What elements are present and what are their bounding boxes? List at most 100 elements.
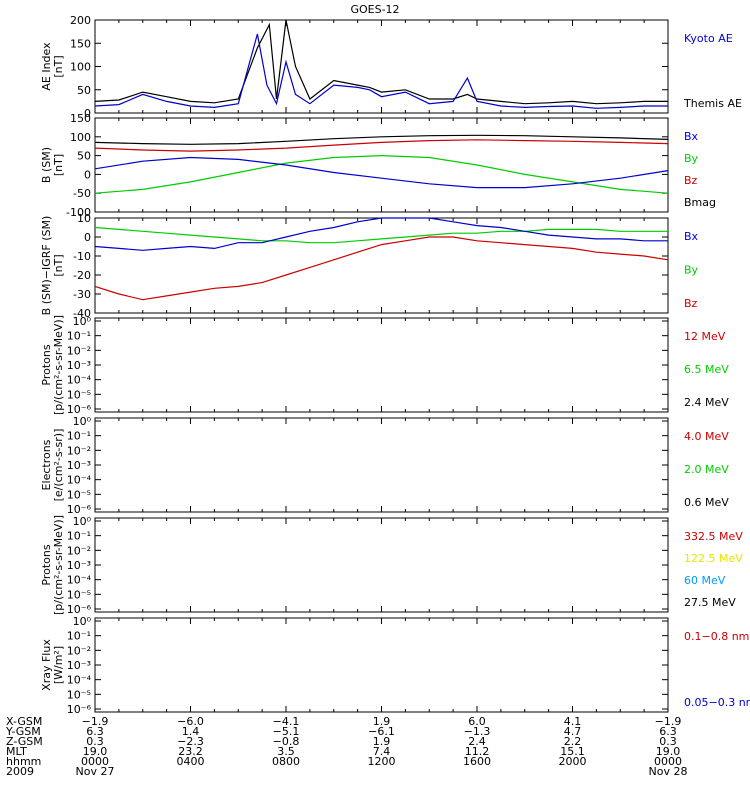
y-axis-label: Electrons (40, 439, 53, 490)
y-tick-label: 0 (84, 168, 91, 181)
y-axis-label: [nT] (52, 55, 65, 77)
legend-entry: 60 MeV (684, 574, 726, 587)
y-tick-label: 10⁻¹ (67, 530, 91, 543)
footer-value: −2.3 (177, 735, 204, 748)
legend-entry: Themis AE (683, 97, 742, 110)
footer-row-label: Z-GSM (6, 735, 43, 748)
footer-ephemeris: X-GSMY-GSMZ-GSMMLThhmm2009−1.96.30.319.0… (5, 715, 687, 778)
panel-protons2: 10⁰ 10⁻¹10⁻² 10⁻³ 10⁻⁴10⁻⁵ 10⁻⁶ Protons [p/(cm… (40, 515, 743, 616)
y-tick-label: 0 (84, 107, 91, 120)
footer-value: −6.1 (368, 725, 395, 738)
y-tick-label: 10⁻² (67, 544, 91, 557)
y-tick-label: 10⁻⁴ (67, 374, 92, 387)
legend-entry: 0.6 MeV (684, 496, 729, 509)
y-tick-label: 50 (77, 150, 91, 163)
panel-frame (94, 617, 669, 713)
footer-value: 11.2 (465, 745, 490, 758)
y-tick-label: -40 (73, 307, 91, 320)
footer-value: 0000 (654, 755, 682, 768)
y-axis-label: [nT] (52, 254, 65, 276)
footer-value: 1600 (463, 755, 491, 768)
y-axis-label: Xray Flux (40, 639, 53, 691)
footer-row-label: X-GSM (6, 715, 42, 728)
legend-entry: Bx (684, 130, 699, 143)
series-bz (94, 139, 669, 152)
legend-entry: 332.5 MeV (684, 530, 743, 543)
footer-value: 2.4 (468, 735, 486, 748)
y-axis-label: [nT] (52, 154, 65, 176)
footer-value: −1.9 (82, 715, 109, 728)
legend-entry: Bx (684, 230, 699, 243)
footer-value: 0.3 (86, 735, 104, 748)
panel-bsm: -100 -50 0 50 100 150 B (SM) [nT] Bx By Bz Bmag (40, 112, 716, 219)
panel-frame (94, 517, 669, 613)
footer-value: 0.3 (659, 735, 677, 748)
footer-value: −6.0 (177, 715, 204, 728)
footer-value: 6.3 (86, 725, 104, 738)
y-axis-label: [e/(cm²-s-sr)] (52, 429, 65, 502)
y-tick-label: 10⁻² (67, 644, 91, 657)
y-tick-label: 10⁻¹ (67, 330, 91, 343)
footer-row-label: hhmm (6, 755, 41, 768)
footer-value: 1.9 (373, 715, 391, 728)
legend-entry: Bz (684, 297, 698, 310)
footer-value: −0.8 (273, 735, 300, 748)
y-axis-label: AE Index (40, 42, 53, 91)
footer-value: 0800 (272, 755, 300, 768)
y-tick-label: -50 (73, 187, 91, 200)
footer-value: 1.4 (182, 725, 200, 738)
y-tick-label: 10⁻² (67, 344, 91, 357)
footer-row-label: MLT (6, 745, 27, 758)
footer-value: 19.0 (656, 745, 681, 758)
footer-row-label: Y-GSM (5, 725, 41, 738)
panel-xray: 10⁰ 10⁻¹10⁻² 10⁻³ 10⁻⁴10⁻⁵ 10⁻⁶ Xray Flux [W/m… (40, 615, 750, 716)
legend-entry: 2.0 MeV (684, 463, 729, 476)
y-axis-label: B (SM)−IGRF (SM) (40, 216, 53, 316)
y-tick-label: 10⁻¹ (67, 430, 91, 443)
footer-value: 3.5 (277, 745, 295, 758)
y-tick-label: -100 (66, 206, 91, 219)
y-axis-label: [W/m²] (52, 646, 65, 684)
y-tick-label: 10⁻³ (67, 459, 91, 472)
footer-value: −1.3 (464, 725, 491, 738)
y-tick-label: 150 (70, 112, 91, 125)
figure-title: GOES-12 (350, 3, 399, 16)
y-tick-label: 10⁻⁶ (67, 703, 92, 716)
y-tick-label: 10⁻¹ (67, 630, 91, 643)
footer-value: 15.1 (560, 745, 585, 758)
y-axis-label: B (SM) (40, 147, 53, 183)
series-bx (94, 217, 668, 251)
y-tick-label: 200 (70, 14, 91, 27)
panel-bigrf: -40 -30 -20 -10 0 10 B (SM)−IGRF (SM) [nT] Bx By B… (40, 212, 699, 320)
footer-value: 2000 (559, 755, 587, 768)
y-tick-label: -20 (73, 269, 91, 282)
legend-entry: 122.5 MeV (684, 552, 743, 565)
y-axis-label: [p/(cm²-s-sr-MeV)] (52, 315, 65, 415)
series-kyoto-ae (94, 33, 668, 109)
y-tick-label: 10⁰ (73, 615, 92, 628)
legend-entry: 0.1−0.8 nm (684, 630, 749, 643)
y-tick-label: 10⁻⁶ (67, 503, 92, 516)
series-bx (94, 156, 669, 189)
panel-frame (94, 217, 669, 314)
y-tick-label: 10⁻⁶ (67, 603, 92, 616)
y-tick-label: 10⁻⁵ (67, 388, 91, 401)
legend-entry: 12 MeV (684, 330, 726, 343)
series-bmag (94, 134, 669, 145)
y-tick-label: 10⁻³ (67, 559, 91, 572)
legend-entry: Kyoto AE (684, 32, 733, 45)
y-tick-label: 10⁻⁵ (67, 488, 91, 501)
y-tick-label: -30 (73, 288, 91, 301)
series-by (94, 226, 668, 244)
footer-value: 0000 (81, 755, 109, 768)
y-tick-label: 10⁰ (73, 515, 92, 528)
footer-row-label: 2009 (6, 765, 34, 778)
legend-entry: 6.5 MeV (684, 363, 729, 376)
legend-entry: 27.5 MeV (684, 596, 736, 609)
footer-value: 2.2 (564, 735, 582, 748)
legend-entry: Bmag (684, 196, 716, 209)
y-tick-label: 10⁰ (73, 315, 92, 328)
y-tick-label: 0 (84, 231, 91, 244)
